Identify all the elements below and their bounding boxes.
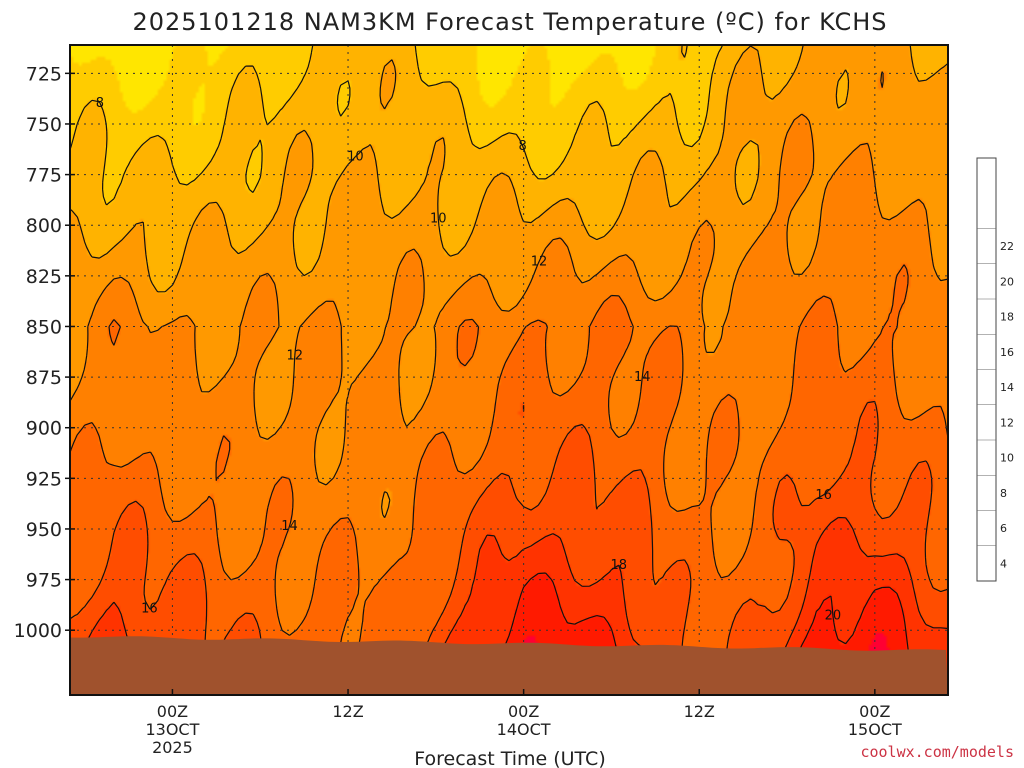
colorbar-label: 8 [1000, 487, 1007, 500]
y-tick-label: 1000 [14, 620, 62, 642]
colorbar-label: 18 [1000, 311, 1014, 324]
y-tick-label: 900 [26, 418, 62, 440]
x-tick-label: 14OCT [497, 720, 551, 739]
x-tick-label: 13OCT [145, 720, 199, 739]
ground-terrain [70, 636, 948, 695]
colorbar-label: 14 [1000, 381, 1014, 394]
y-axis: 725 750 775 800 825 850 875 900 925 950 975 1000 [14, 63, 75, 642]
x-axis-label: Forecast Time (UTC) [414, 748, 605, 768]
y-tick-label: 800 [26, 215, 62, 237]
contour-label-12: 12 [531, 255, 548, 270]
contour-label-18: 18 [611, 558, 628, 573]
contour-14 [70, 264, 948, 679]
colorbar-label: 6 [1000, 522, 1007, 535]
x-tick-label: 12Z [684, 702, 715, 721]
y-tick-label: 925 [26, 468, 62, 490]
y-tick-label: 725 [26, 63, 62, 85]
contour-label-10: 10 [430, 211, 447, 226]
y-tick-label: 825 [26, 266, 62, 288]
x-tick-label: 00Z [508, 702, 539, 721]
contour-8 [70, 45, 724, 206]
temperature-fill [70, 45, 948, 695]
colorbar-label: 22 [1000, 240, 1014, 253]
contour-label-8: 8 [96, 96, 104, 111]
y-tick-label: 750 [26, 114, 62, 136]
y-tick-label: 850 [26, 316, 62, 338]
contour-label-12: 12 [287, 349, 304, 364]
contour-label-14: 14 [281, 519, 298, 534]
heatmap-field [70, 45, 948, 695]
contour-10 [70, 45, 948, 293]
contour-label-16: 16 [815, 488, 832, 503]
plot-frame [69, 44, 949, 696]
x-tick-label: 2025 [152, 738, 193, 757]
contour-label-20: 20 [825, 609, 842, 624]
y-tick-label: 775 [26, 165, 62, 187]
y-tick-label: 875 [26, 367, 62, 389]
contour-label-10: 10 [347, 150, 364, 165]
contour-12 [70, 71, 948, 518]
contour-label-16: 16 [141, 601, 158, 616]
colorbar-label: 20 [1000, 275, 1014, 288]
contour-label-8: 8 [519, 139, 527, 154]
x-tick-label: 15OCT [848, 720, 902, 739]
colorbar-label: 12 [1000, 416, 1014, 429]
contour-label-14: 14 [634, 370, 651, 385]
credit-text: coolwx.com/models [860, 743, 1014, 761]
x-tick-label: 00Z [157, 702, 188, 721]
y-tick-label: 975 [26, 570, 62, 592]
chart-title: 2025101218 NAM3KM Forecast Temperature (… [132, 8, 887, 36]
colorbar: 4 6 8 10 12 14 16 18 20 22 [976, 157, 1014, 582]
colorbar-label: 4 [1000, 557, 1007, 570]
contour-labels: 8 8 10 10 12 12 14 14 16 16 18 20 [96, 96, 841, 624]
x-tick-label: 00Z [859, 702, 890, 721]
x-tick-label: 12Z [332, 702, 363, 721]
colorbar-label: 16 [1000, 346, 1014, 359]
y-tick-label: 950 [26, 519, 62, 541]
colorbar-label: 10 [1000, 452, 1014, 465]
